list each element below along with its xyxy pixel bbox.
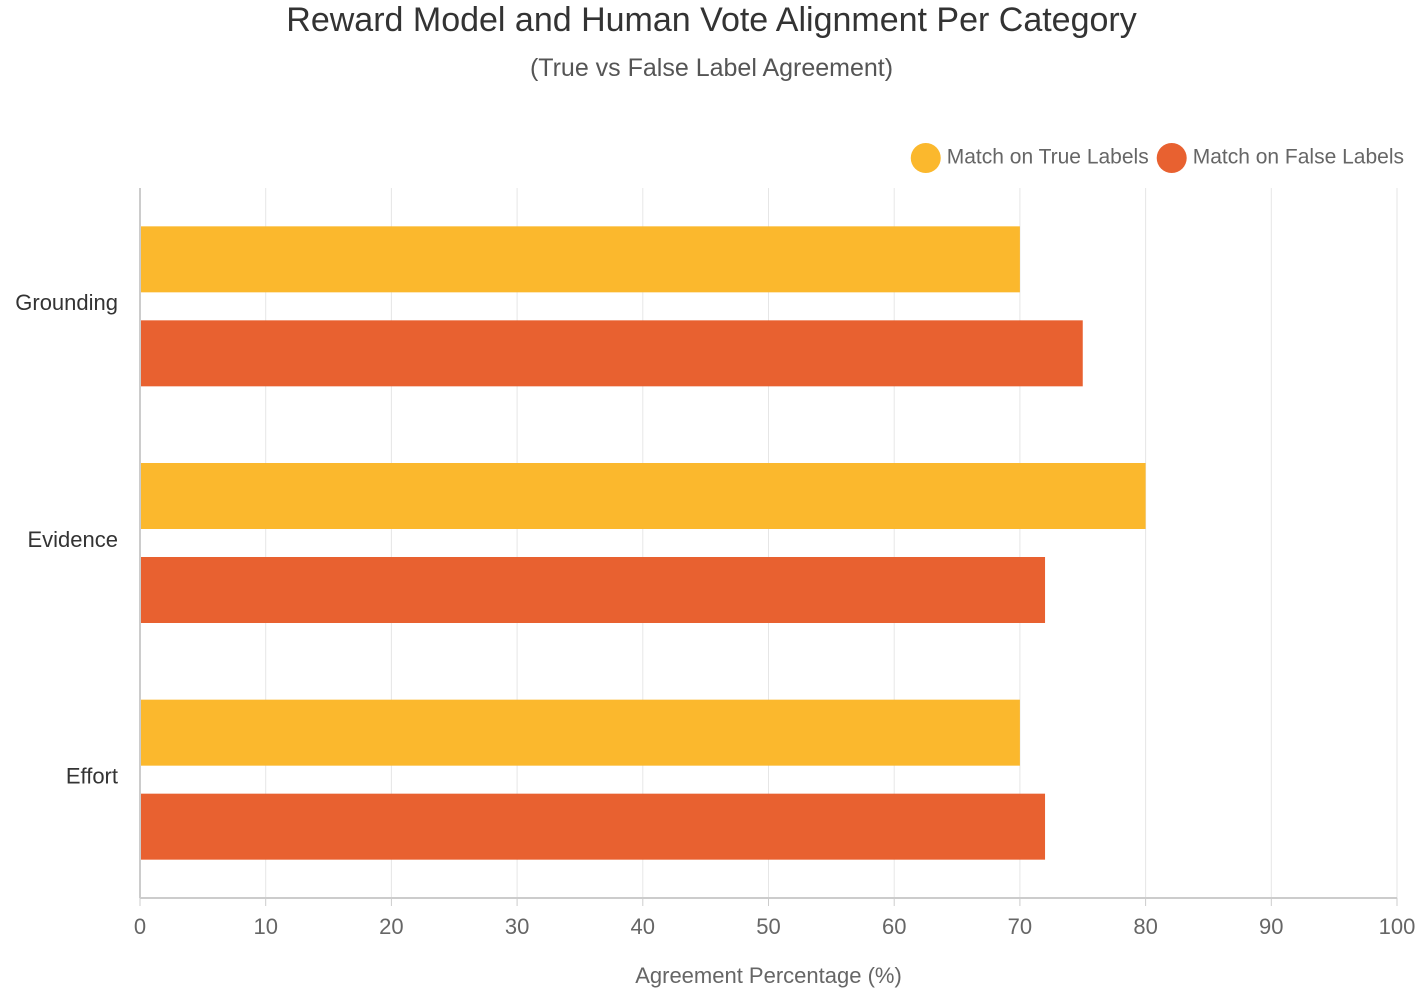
bar-evidence-true-labels[interactable] <box>140 463 1146 529</box>
x-tick-label: 40 <box>631 914 655 939</box>
bars <box>140 226 1146 860</box>
legend-swatch[interactable] <box>910 143 941 173</box>
bar-effort-false-labels[interactable] <box>140 793 1046 860</box>
bar-grounding-false-labels[interactable] <box>140 320 1083 387</box>
legend-label: Match on False Labels <box>1193 146 1404 169</box>
x-tick-label: 80 <box>1133 914 1157 939</box>
category-label: Grounding <box>15 290 118 315</box>
x-tick-label: 0 <box>134 914 146 939</box>
category-label: Effort <box>66 763 118 788</box>
x-tick-label: 30 <box>505 914 529 939</box>
x-tick-label: 60 <box>882 914 906 939</box>
bar-effort-true-labels[interactable] <box>140 699 1020 766</box>
x-tick-label: 20 <box>379 914 403 939</box>
legend: Match on False Labels Match on True Label… <box>910 143 1404 173</box>
x-tick-label: 100 <box>1379 914 1416 939</box>
x-tick-label: 10 <box>253 914 277 939</box>
category-label: Evidence <box>27 527 118 552</box>
axes: Grounding Evidence Effort 0 10 20 30 40 50 60 70 80… <box>15 188 1415 988</box>
x-tick-label: 50 <box>756 914 780 939</box>
bar-evidence-false-labels[interactable] <box>140 557 1046 623</box>
x-axis-title: Agreement Percentage (%) <box>635 963 902 988</box>
x-tick-label: 90 <box>1259 914 1283 939</box>
bar-grounding-true-labels[interactable] <box>140 226 1020 293</box>
legend-swatch[interactable] <box>1156 143 1187 173</box>
x-tick-label: 70 <box>1008 914 1032 939</box>
grid-lines <box>265 188 1398 898</box>
legend-label: Match on True Labels <box>947 146 1149 169</box>
chart-subtitle: (True vs False Label Agreement) <box>529 54 894 82</box>
chart-title: Reward Model and Human Vote Alignment Pe… <box>286 1 1137 39</box>
